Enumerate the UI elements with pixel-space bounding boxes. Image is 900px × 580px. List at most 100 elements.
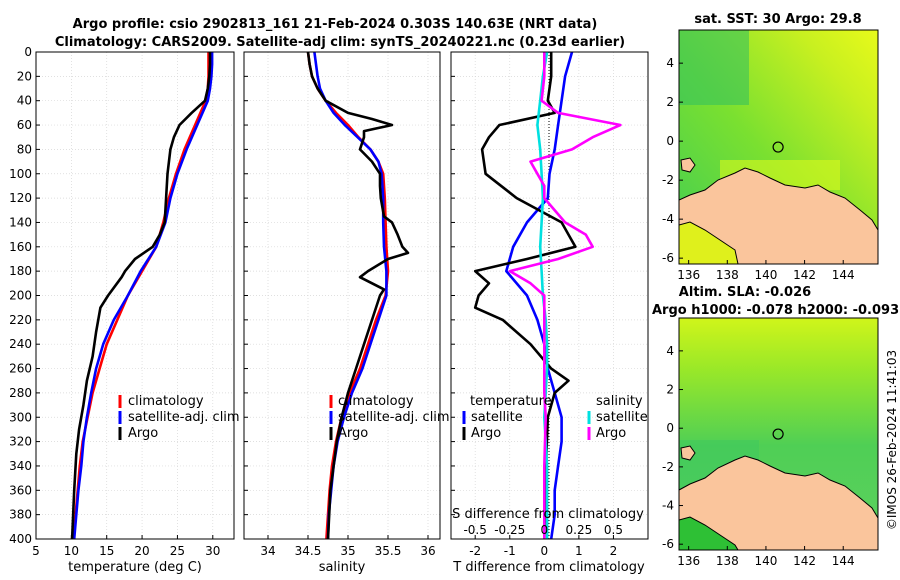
depth-tick-label: 140 bbox=[9, 215, 32, 229]
latitude-tick-label: -6 bbox=[662, 537, 674, 551]
latitude-tick-label: -4 bbox=[662, 212, 674, 226]
x-tick-label: 36 bbox=[420, 544, 435, 558]
longitude-tick-label: 144 bbox=[832, 268, 855, 282]
depth-tick-label: 300 bbox=[9, 410, 32, 424]
depth-tick-label: 60 bbox=[17, 118, 32, 132]
latitude-tick-label: -2 bbox=[662, 460, 674, 474]
depth-tick-label: 20 bbox=[17, 69, 32, 83]
latitude-tick-label: -6 bbox=[662, 251, 674, 265]
legend-salinity-header: salinity bbox=[596, 394, 643, 409]
x-tick-label: 30 bbox=[205, 544, 220, 558]
x-tick-label: 1 bbox=[575, 544, 583, 558]
legend-argo-label: Argo bbox=[338, 426, 368, 441]
x-tick-label: 25 bbox=[170, 544, 185, 558]
legend-climatology-label: climatology bbox=[338, 394, 414, 409]
sla-map-frame bbox=[678, 317, 879, 551]
x-tick-label: 35.5 bbox=[375, 544, 402, 558]
latitude-tick-label: -2 bbox=[662, 173, 674, 187]
longitude-tick-label: 138 bbox=[716, 554, 739, 568]
salinity-xlabel: salinity bbox=[319, 560, 366, 575]
depth-tick-label: 400 bbox=[9, 532, 32, 546]
x-tick-label: 10 bbox=[64, 544, 79, 558]
depth-tick-label: 200 bbox=[9, 289, 32, 303]
latitude-tick-label: 4 bbox=[666, 344, 674, 358]
difference-xlabel-top: S difference from climatology bbox=[452, 507, 644, 522]
depth-tick-label: 80 bbox=[17, 142, 32, 156]
difference-xlabel: T difference from climatology bbox=[452, 560, 645, 575]
difference-legend: temperature salinity satellite Argo sate… bbox=[462, 394, 648, 441]
depth-tick-label: 40 bbox=[17, 94, 32, 108]
argo-position-marker bbox=[772, 428, 784, 440]
s-diff-tick-label: 0.5 bbox=[604, 523, 623, 537]
salinity-legend: climatology satellite-adj. clim Argo bbox=[329, 394, 450, 441]
latitude-tick-label: 0 bbox=[666, 421, 674, 435]
sla-land-island bbox=[679, 516, 739, 550]
x-tick-label: -1 bbox=[504, 544, 516, 558]
sst-land-island bbox=[679, 221, 739, 264]
x-tick-label: 34.5 bbox=[295, 544, 322, 558]
series-line-satellite-adj-clim bbox=[72, 52, 214, 540]
longitude-tick-label: 136 bbox=[677, 268, 700, 282]
longitude-tick-label: 142 bbox=[793, 268, 816, 282]
sst-land-island bbox=[680, 157, 696, 173]
series-line-t-argo bbox=[473, 52, 577, 540]
legend-satellite-label: satellite-adj. clim bbox=[128, 410, 240, 425]
sst-map-frame bbox=[678, 29, 879, 265]
temperature-legend: climatology satellite-adj. clim Argo bbox=[118, 394, 240, 441]
longitude-tick-label: 140 bbox=[754, 268, 777, 282]
legend-s-satellite-label: satellite bbox=[596, 410, 648, 425]
s-diff-tick-label: 0.25 bbox=[566, 523, 593, 537]
s-diff-tick-label: 0 bbox=[540, 523, 548, 537]
depth-tick-label: 360 bbox=[9, 483, 32, 497]
salinity-axes-frame bbox=[243, 51, 441, 540]
s-diff-tick-label: -0.25 bbox=[494, 523, 525, 537]
latitude-tick-label: 2 bbox=[666, 383, 674, 397]
x-tick-label: 35 bbox=[340, 544, 355, 558]
x-tick-label: 20 bbox=[134, 544, 149, 558]
series-line-s-argo bbox=[508, 52, 622, 539]
title-line-2: Climatology: CARS2009. Satellite-adj cli… bbox=[55, 35, 625, 50]
difference-axes-frame bbox=[450, 51, 649, 540]
x-tick-label: 5 bbox=[32, 544, 40, 558]
argo-position-marker bbox=[772, 141, 784, 153]
sla-land-island bbox=[680, 445, 696, 461]
series-line-argo bbox=[70, 52, 212, 540]
depth-tick-label: 120 bbox=[9, 191, 32, 205]
temperature-axes-frame bbox=[35, 51, 235, 540]
depth-tick-label: 320 bbox=[9, 435, 32, 449]
longitude-tick-label: 144 bbox=[832, 554, 855, 568]
s-diff-tick-label: -0.5 bbox=[463, 523, 486, 537]
temperature-panel: 0 20 40 60 80 100 120 140 160 180 200 220 240 260 280 3… bbox=[9, 45, 240, 575]
legend-s-argo-label: Argo bbox=[596, 426, 626, 441]
legend-satellite-label: satellite-adj. clim bbox=[338, 410, 450, 425]
depth-tick-label: 340 bbox=[9, 459, 32, 473]
x-tick-label: 2 bbox=[610, 544, 618, 558]
temperature-xlabel: temperature (deg C) bbox=[68, 560, 202, 575]
sla-map-subtitle: Argo h1000: -0.078 h2000: -0.093 bbox=[652, 303, 899, 318]
x-tick-label: 15 bbox=[99, 544, 114, 558]
sla-map-panel: Altim. SLA: -0.026 Argo h1000: -0.078 h2… bbox=[652, 285, 899, 568]
depth-tick-label: 280 bbox=[9, 386, 32, 400]
depth-tick-label: 240 bbox=[9, 337, 32, 351]
depth-tick-label: 0 bbox=[24, 45, 32, 59]
legend-t-argo-label: Argo bbox=[471, 426, 501, 441]
series-line-t-satellite bbox=[504, 51, 574, 540]
x-tick-label: 0 bbox=[540, 544, 548, 558]
legend-argo-label: Argo bbox=[128, 426, 158, 441]
difference-panel: -2 -1 0 1 2 S difference from climatology -0… bbox=[450, 51, 649, 575]
latitude-tick-label: 0 bbox=[666, 134, 674, 148]
longitude-tick-label: 142 bbox=[793, 554, 816, 568]
title-line-1: Argo profile: csio 2902813_161 21-Feb-20… bbox=[73, 17, 598, 32]
longitude-tick-label: 138 bbox=[716, 268, 739, 282]
longitude-tick-label: 140 bbox=[754, 554, 777, 568]
sst-map-panel: sat. SST: 30 Argo: 29.8 136 138 140 142 144 -… bbox=[662, 12, 879, 282]
sst-land-new-guinea bbox=[679, 167, 878, 264]
sst-map-title: sat. SST: 30 Argo: 29.8 bbox=[694, 12, 861, 27]
depth-tick-label: 220 bbox=[9, 313, 32, 327]
x-tick-label: 34 bbox=[260, 544, 275, 558]
legend-temperature-header: temperature bbox=[470, 394, 552, 409]
latitude-tick-label: 2 bbox=[666, 95, 674, 109]
sla-map-title: Altim. SLA: -0.026 bbox=[679, 285, 811, 300]
depth-tick-label: 100 bbox=[9, 167, 32, 181]
